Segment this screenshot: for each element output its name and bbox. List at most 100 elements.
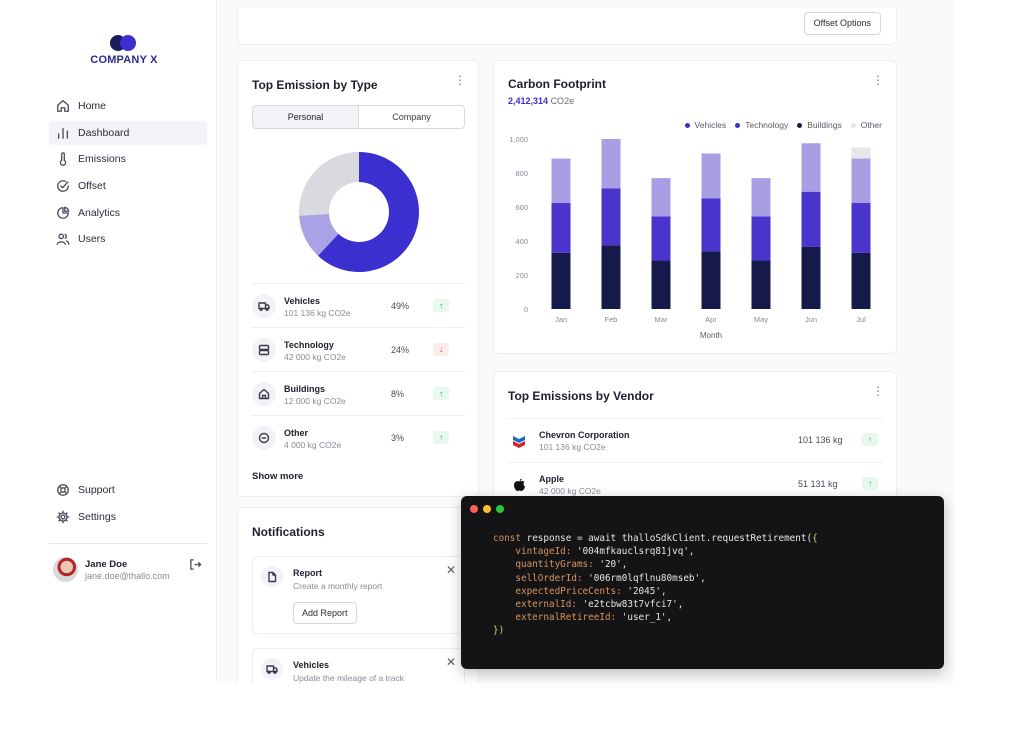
bar-segment[interactable] [601,188,621,246]
company-logo[interactable]: COMPANY X [84,34,164,66]
list-item[interactable]: Apple 42 000 kg CO2e 51 131 kg ↑ [508,462,883,506]
user-profile[interactable]: Jane Doe jane.doe@thallo.com [53,556,208,586]
carbon-total-unit: CO2e [550,96,575,106]
bar-segment[interactable] [601,139,621,189]
donut-slice-other[interactable] [299,152,359,216]
list-item[interactable]: Buildings 12 000 kg CO2e 8% ↑ [252,371,465,415]
nav-item-label: Analytics [78,206,121,219]
nav-item-analytics[interactable]: Analytics [49,201,207,225]
kebab-menu-icon[interactable]: ⋮ [872,384,884,398]
legend-swatch [684,122,690,128]
bar-segment[interactable] [651,178,671,217]
notification-desc: Update the mileage of a track [293,673,405,683]
bar-segment[interactable] [751,260,771,309]
code-text: response = await thalloSdkClient.request… [521,533,813,544]
logout-icon[interactable] [189,558,203,572]
legend-label: Buildings [807,120,842,130]
code-brace: { [812,533,818,544]
item-name: Buildings [284,384,325,394]
code-key: expectedPriceCents [515,585,617,597]
trend-down-icon: ↓ [433,343,449,356]
tab-company[interactable]: Company [392,112,431,122]
avatar[interactable] [53,557,78,582]
list-item[interactable]: Technology 42 000 kg CO2e 24% ↓ [252,327,465,371]
legend-item: Technology [735,120,788,130]
trend-up-icon: ↑ [433,387,449,400]
bar-segment[interactable] [801,191,821,247]
item-value: 42 000 kg CO2e [284,352,346,362]
offset-options-button[interactable]: Offset Options [803,12,881,35]
legend-label: Technology [745,120,789,130]
bar-segment[interactable] [751,178,771,217]
bar-segment[interactable] [551,158,571,203]
bar-segment[interactable] [651,216,671,261]
nav-item-dashboard[interactable]: Dashboard [49,120,207,145]
segmented-control: Personal Company [252,105,465,129]
carbon-bar-chart: 0 200 400 600 800 1,000 Jan Feb Mar Apr May Jun Jul M… [509,135,871,340]
bar-segment[interactable] [701,153,721,199]
nav-item-settings[interactable]: Settings [49,505,207,529]
nav-item-label: Home [78,100,107,112]
bar-segment[interactable] [551,202,571,253]
bar-segment[interactable] [601,245,621,309]
legend-item: Buildings [797,120,842,130]
code-key: vintageId [515,546,566,558]
minimize-dot-icon[interactable] [483,505,491,513]
code-snippet-window: const response = await thalloSdkClient.r… [461,496,944,669]
bar-segment[interactable] [851,158,871,203]
legend-swatch [735,122,741,128]
truck-icon [261,658,283,680]
bar-segment[interactable] [801,246,821,309]
vendor-value: 101 136 kg CO2e [539,442,606,452]
list-item[interactable]: Other 4 000 kg CO2e 3% ↑ [252,415,465,459]
maximize-dot-icon[interactable] [496,505,504,513]
list-item[interactable]: Chevron Corporation 101 136 kg CO2e 101 … [508,418,883,462]
bar-chart-icon [55,125,71,141]
vendor-name: Apple [539,474,565,484]
bar-segment[interactable] [701,251,721,309]
tab-personal[interactable]: Personal [253,106,359,128]
close-icon[interactable]: ✕ [445,563,456,577]
code-keyword: const [493,533,521,544]
check-circle-icon [55,178,71,194]
bar-segment[interactable] [551,252,571,309]
bar-segment[interactable] [651,260,671,309]
carbon-total: 2,412,314 CO2e [508,96,574,106]
bar-segment[interactable] [851,202,871,253]
item-value: 12 000 kg CO2e [284,396,346,406]
minus-circle-icon [252,426,276,450]
bar-segment[interactable] [751,216,771,261]
card-title: Top Emissions by Vendor [508,389,654,403]
list-item[interactable]: Vehicles 101 136 kg CO2e 49% ↑ [252,283,465,327]
user-name: Jane Doe [85,559,128,570]
nav-item-support[interactable]: Support [49,478,207,502]
legend-swatch [797,122,803,128]
bar-segment[interactable] [851,147,871,159]
kebab-menu-icon[interactable]: ⋮ [454,73,466,87]
nav-item-offset[interactable]: Offset [49,174,207,198]
show-more-link[interactable]: Show more [252,471,304,482]
vendor-name: Chevron Corporation [539,430,630,440]
donut-slice-technology[interactable] [299,213,339,256]
item-name: Other [284,428,309,438]
bar-segment[interactable] [801,143,821,192]
add-report-button[interactable]: Add Report [293,602,357,624]
nav-item-home[interactable]: Home [49,94,207,118]
item-percent: 24% [391,345,410,355]
card-title: Top Emission by Type [252,78,378,92]
donut-slice-vehicles[interactable] [317,152,419,272]
notification-title: Vehicles [293,660,330,670]
nav-item-users[interactable]: Users [49,227,207,251]
close-dot-icon[interactable] [470,505,478,513]
kebab-menu-icon[interactable]: ⋮ [872,73,884,87]
code-key: externalId [515,599,572,611]
users-icon [55,231,71,247]
nav-item-emissions[interactable]: Emissions [49,147,207,171]
bar-segment[interactable] [701,198,721,252]
legend-label: Vehicles [694,120,727,130]
card-title: Notifications [252,525,325,539]
bar-segment[interactable] [851,252,871,309]
item-name: Technology [284,340,334,350]
close-icon[interactable]: ✕ [445,655,456,669]
lifebuoy-icon [55,482,71,498]
